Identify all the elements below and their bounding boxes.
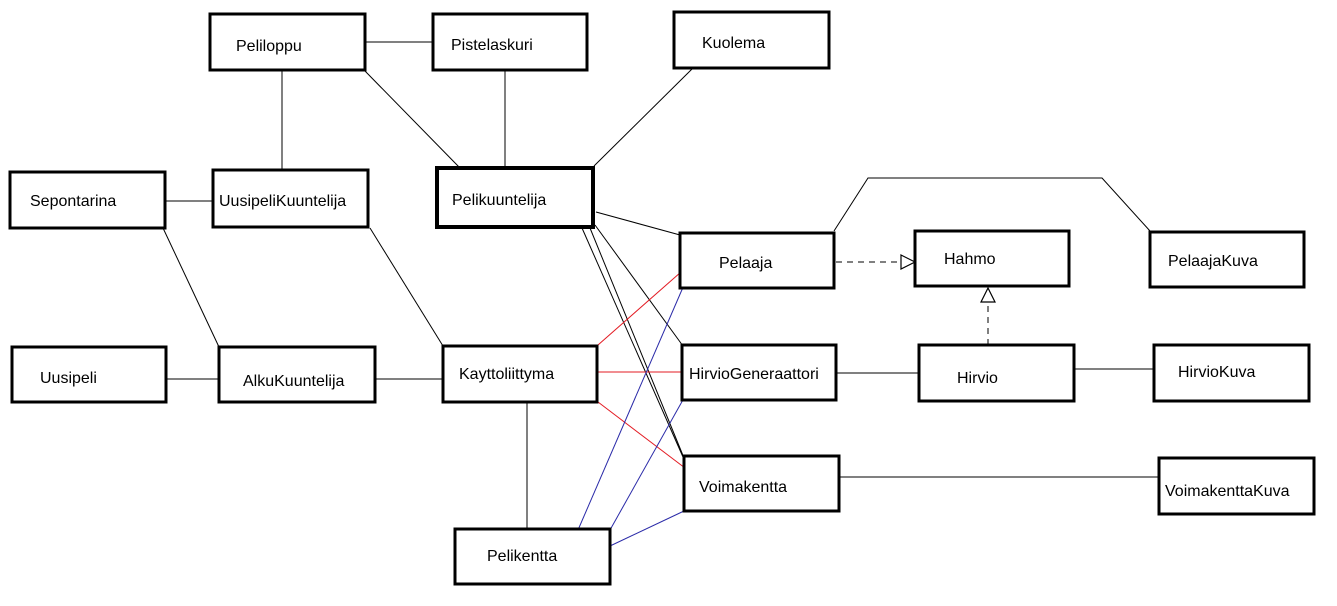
link-uusipelikuuntelija-kayttoliittyma <box>369 227 444 347</box>
link-pelikuuntelija-hirviogeneraattori <box>594 224 684 347</box>
class-uusipeli[interactable]: Uusipeli <box>10 345 168 404</box>
class-label-pistelaskuri: Pistelaskuri <box>451 37 533 54</box>
class-label-peliloppu: Peliloppu <box>236 38 302 55</box>
class-label-kayttoliittyma: Kayttoliittyma <box>459 366 554 383</box>
class-peliloppu[interactable]: Peliloppu <box>208 12 367 72</box>
class-voimakenttakuva[interactable]: VoimakenttaKuva <box>1157 456 1316 516</box>
link-sepontarina-alkukuuntelija <box>162 227 220 348</box>
relation-lines <box>162 41 1159 547</box>
class-voimakentta[interactable]: Voimakentta <box>682 454 841 513</box>
class-label-uusipeli: Uusipeli <box>40 370 97 387</box>
class-label-uusipelikuuntelija: UusipeliKuuntelija <box>219 193 346 210</box>
class-hirviogeneraattori[interactable]: HirvioGeneraattori <box>680 343 838 402</box>
blue-link-pelikentta-hirviogeneraattori <box>609 397 685 531</box>
link-pelikuuntelija-voimakentta <box>589 227 685 459</box>
class-sepontarina[interactable]: Sepontarina <box>8 170 167 230</box>
blue-link-pelikentta-voimakentta <box>609 510 685 547</box>
class-pelaaja[interactable]: Pelaaja <box>678 231 836 290</box>
class-label-pelaaja: Pelaaja <box>719 255 772 272</box>
class-label-alkukuuntelija: AlkuKuuntelija <box>243 373 345 390</box>
class-label-hirviogeneraattori: HirvioGeneraattori <box>689 366 819 383</box>
class-hahmo[interactable]: Hahmo <box>913 229 1071 288</box>
class-hirviokuva[interactable]: HirvioKuva <box>1152 343 1311 403</box>
class-label-kuolema: Kuolema <box>702 35 765 52</box>
link-pelikuuntelija-pelikentta <box>581 227 684 458</box>
class-alkukuuntelija[interactable]: AlkuKuuntelija <box>217 345 377 404</box>
class-pelikentta[interactable]: Pelikentta <box>453 527 612 586</box>
red-link-kayttoliittyma-voimakentta <box>597 401 686 469</box>
class-label-pelaajakuva: PelaajaKuva <box>1168 253 1258 270</box>
class-pelikuuntelija[interactable]: Pelikuuntelija <box>435 166 595 229</box>
class-label-voimakenttakuva: VoimakenttaKuva <box>1165 483 1290 500</box>
class-label-sepontarina: Sepontarina <box>30 193 116 210</box>
blue-link-pelikentta-pelaaja <box>577 284 685 531</box>
class-label-pelikentta: Pelikentta <box>487 548 557 565</box>
class-pelaajakuva[interactable]: PelaajaKuva <box>1148 230 1306 289</box>
class-uusipelikuuntelija[interactable]: UusipeliKuuntelija <box>211 168 370 229</box>
class-pistelaskuri[interactable]: Pistelaskuri <box>431 12 589 72</box>
link-kuolema-pelikuuntelija <box>593 68 693 167</box>
class-kayttoliittyma[interactable]: Kayttoliittyma <box>441 344 599 404</box>
link-pelikuuntelija-pelaaja <box>595 211 681 236</box>
class-label-hahmo: Hahmo <box>944 251 996 268</box>
class-label-voimakentta: Voimakentta <box>699 479 787 496</box>
link-pelaaja-pelaajakuva <box>833 177 1151 232</box>
red-link-kayttoliittyma-pelaaja <box>597 271 682 346</box>
link-peliloppu-pelikuuntelija <box>364 70 461 169</box>
class-label-hirviokuva: HirvioKuva <box>1178 364 1255 381</box>
class-label-pelikuuntelija: Pelikuuntelija <box>452 192 546 209</box>
class-label-hirvio: Hirvio <box>957 370 998 387</box>
class-kuolema[interactable]: Kuolema <box>672 10 831 70</box>
class-hirvio[interactable]: Hirvio <box>917 343 1076 403</box>
